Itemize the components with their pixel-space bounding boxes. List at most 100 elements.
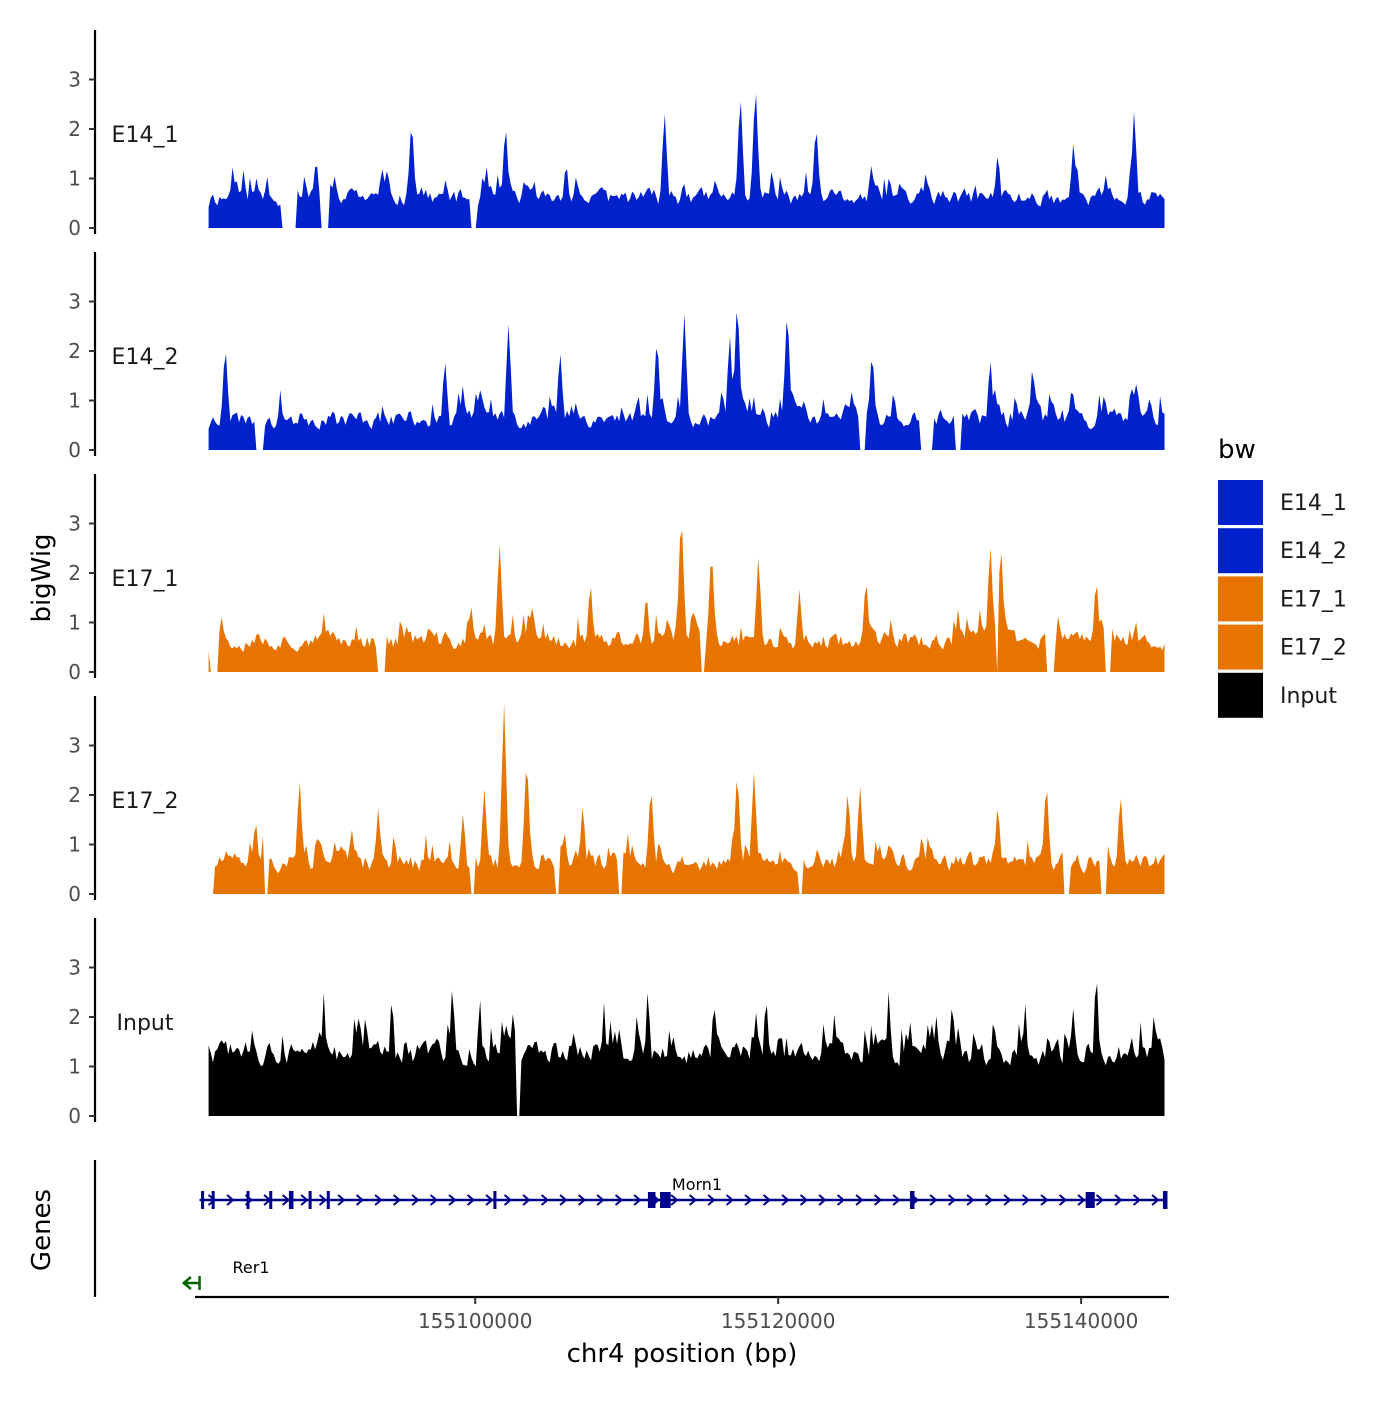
coverage-tracks: 0 1 2 3 E14_1 0 1 2 3 E14_2 0 1 2 3 E17_1 0 1 2 3 E17_2 0 1 2 3… (68, 30, 1165, 1128)
y-tick-label: 0 (68, 438, 81, 462)
strand-arrow (799, 1194, 809, 1206)
strand-arrow (762, 1194, 772, 1206)
exon (1162, 1191, 1168, 1209)
track-label-E17_1: E17_1 (112, 567, 179, 592)
strand-arrow (1114, 1194, 1123, 1206)
y-tick-label: 0 (68, 1104, 81, 1128)
x-tick-label: 155140000 (1024, 1309, 1139, 1333)
track-label-E17_2: E17_2 (112, 789, 179, 814)
strand-arrow (337, 1194, 346, 1206)
exon (246, 1191, 250, 1209)
y-tick-label: 3 (68, 68, 81, 92)
y-tick-label: 2 (68, 561, 81, 585)
strand-arrow (411, 1194, 420, 1206)
genes-track-title: Genes (27, 1189, 57, 1271)
legend-swatch-E17_2 (1218, 624, 1263, 670)
strand-arrow (318, 1194, 328, 1206)
exon (308, 1191, 312, 1209)
track-E17_1: 0 1 2 3 E17_1 (68, 474, 1165, 684)
y-tick-label: 0 (68, 660, 81, 684)
y-tick-label: 2 (68, 1005, 81, 1029)
exon (660, 1192, 671, 1208)
legend-label-E14_1: E14_1 (1280, 491, 1347, 516)
y-tick-label: 1 (68, 167, 81, 191)
strand-arrow (522, 1194, 531, 1206)
strand-arrow (818, 1194, 827, 1206)
strand-arrow (485, 1194, 494, 1206)
strand-arrow (984, 1194, 994, 1206)
gene-Rer1: Rer1 (181, 1258, 270, 1290)
strand-arrow (374, 1194, 383, 1206)
strand-arrow (596, 1194, 605, 1206)
y-tick-label: 2 (68, 339, 81, 363)
strand-arrow (1003, 1194, 1012, 1206)
x-tick-label: 155100000 (418, 1309, 533, 1333)
track-E14_1: 0 1 2 3 E14_1 (68, 30, 1165, 240)
strand-arrow (1058, 1194, 1068, 1206)
strand-arrow (559, 1194, 568, 1206)
strand-arrow (1151, 1194, 1160, 1206)
exon (1085, 1192, 1095, 1208)
strand-arrow (429, 1194, 439, 1206)
strand-arrow (1021, 1194, 1031, 1206)
legend-swatch-E17_1 (1218, 576, 1263, 622)
strand-arrow (836, 1194, 846, 1206)
legend-label-E17_1: E17_1 (1280, 587, 1347, 612)
gene-label-Morn1: Morn1 (672, 1175, 722, 1194)
track-label-E14_1: E14_1 (112, 123, 179, 148)
legend-swatch-Input (1218, 672, 1263, 718)
track-E17_2: 0 1 2 3 E17_2 (68, 696, 1165, 906)
legend-swatch-E14_1 (1218, 480, 1263, 525)
strand-arrow (688, 1194, 698, 1206)
exon (909, 1191, 915, 1209)
strand-arrow (503, 1194, 513, 1206)
strand-arrow (670, 1194, 679, 1206)
strand-arrow (633, 1194, 642, 1206)
strand-arrow (1095, 1194, 1105, 1206)
y-tick-label: 3 (68, 734, 81, 758)
strand-arrow (540, 1194, 550, 1206)
y-axis-title: bigWig (27, 533, 57, 622)
legend-label-E17_2: E17_2 (1280, 636, 1347, 661)
y-tick-label: 1 (68, 611, 81, 635)
strand-arrow (966, 1194, 975, 1206)
strand-arrow (892, 1194, 901, 1206)
gene-Morn1: Morn1 (199, 1175, 1168, 1209)
strand-arrow (577, 1194, 587, 1206)
legend-title: bw (1218, 435, 1256, 465)
exon (269, 1191, 273, 1209)
strand-arrow (929, 1194, 938, 1206)
y-tick-label: 2 (68, 117, 81, 141)
y-tick-label: 0 (68, 882, 81, 906)
strand-arrow (725, 1194, 735, 1206)
genes-panel: Morn1 Rer1 (93, 1160, 1168, 1297)
strand-arrow (181, 1276, 192, 1290)
strand-arrow (226, 1194, 235, 1206)
x-axis: 155100000 155120000 155140000 (195, 1295, 1169, 1333)
strand-arrow (744, 1194, 753, 1206)
track-E14_2: 0 1 2 3 E14_2 (68, 252, 1165, 462)
y-tick-label: 1 (68, 833, 81, 857)
exon (326, 1191, 330, 1209)
strand-arrow (300, 1194, 309, 1206)
legend-label-Input: Input (1280, 684, 1337, 709)
y-tick-label: 1 (68, 389, 81, 413)
exon (201, 1191, 205, 1209)
gene-label-Rer1: Rer1 (233, 1258, 270, 1277)
y-tick-label: 3 (68, 290, 81, 314)
coverage-area-Input (208, 983, 1165, 1116)
legend-label-E14_2: E14_2 (1280, 539, 1347, 564)
strand-arrow (1132, 1194, 1142, 1206)
x-axis-title: chr4 position (bp) (567, 1339, 798, 1369)
legend: bw E14_1 E14_2 E17_1 E17_2 Input (1218, 435, 1347, 718)
strand-arrow (392, 1194, 402, 1206)
strand-arrow (466, 1194, 476, 1206)
strand-arrow (947, 1194, 957, 1206)
strand-arrow (781, 1194, 790, 1206)
track-label-Input: Input (117, 1011, 174, 1036)
coverage-area-E14_2 (208, 312, 1165, 450)
strand-arrow (614, 1194, 624, 1206)
strand-arrow (281, 1194, 291, 1206)
